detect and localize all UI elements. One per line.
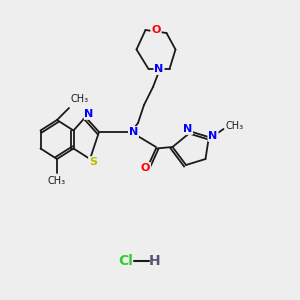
Text: CH₃: CH₃	[226, 121, 244, 131]
Text: S: S	[89, 157, 97, 167]
Text: Cl: Cl	[118, 254, 134, 268]
Text: CH₃: CH₃	[48, 176, 66, 185]
Text: N: N	[183, 124, 192, 134]
Text: H: H	[149, 254, 160, 268]
Text: O: O	[151, 25, 161, 35]
Text: N: N	[154, 64, 164, 74]
Text: N: N	[129, 127, 138, 137]
Text: N: N	[208, 131, 217, 141]
Text: CH₃: CH₃	[70, 94, 88, 104]
Text: N: N	[85, 109, 94, 119]
Text: O: O	[141, 163, 150, 173]
